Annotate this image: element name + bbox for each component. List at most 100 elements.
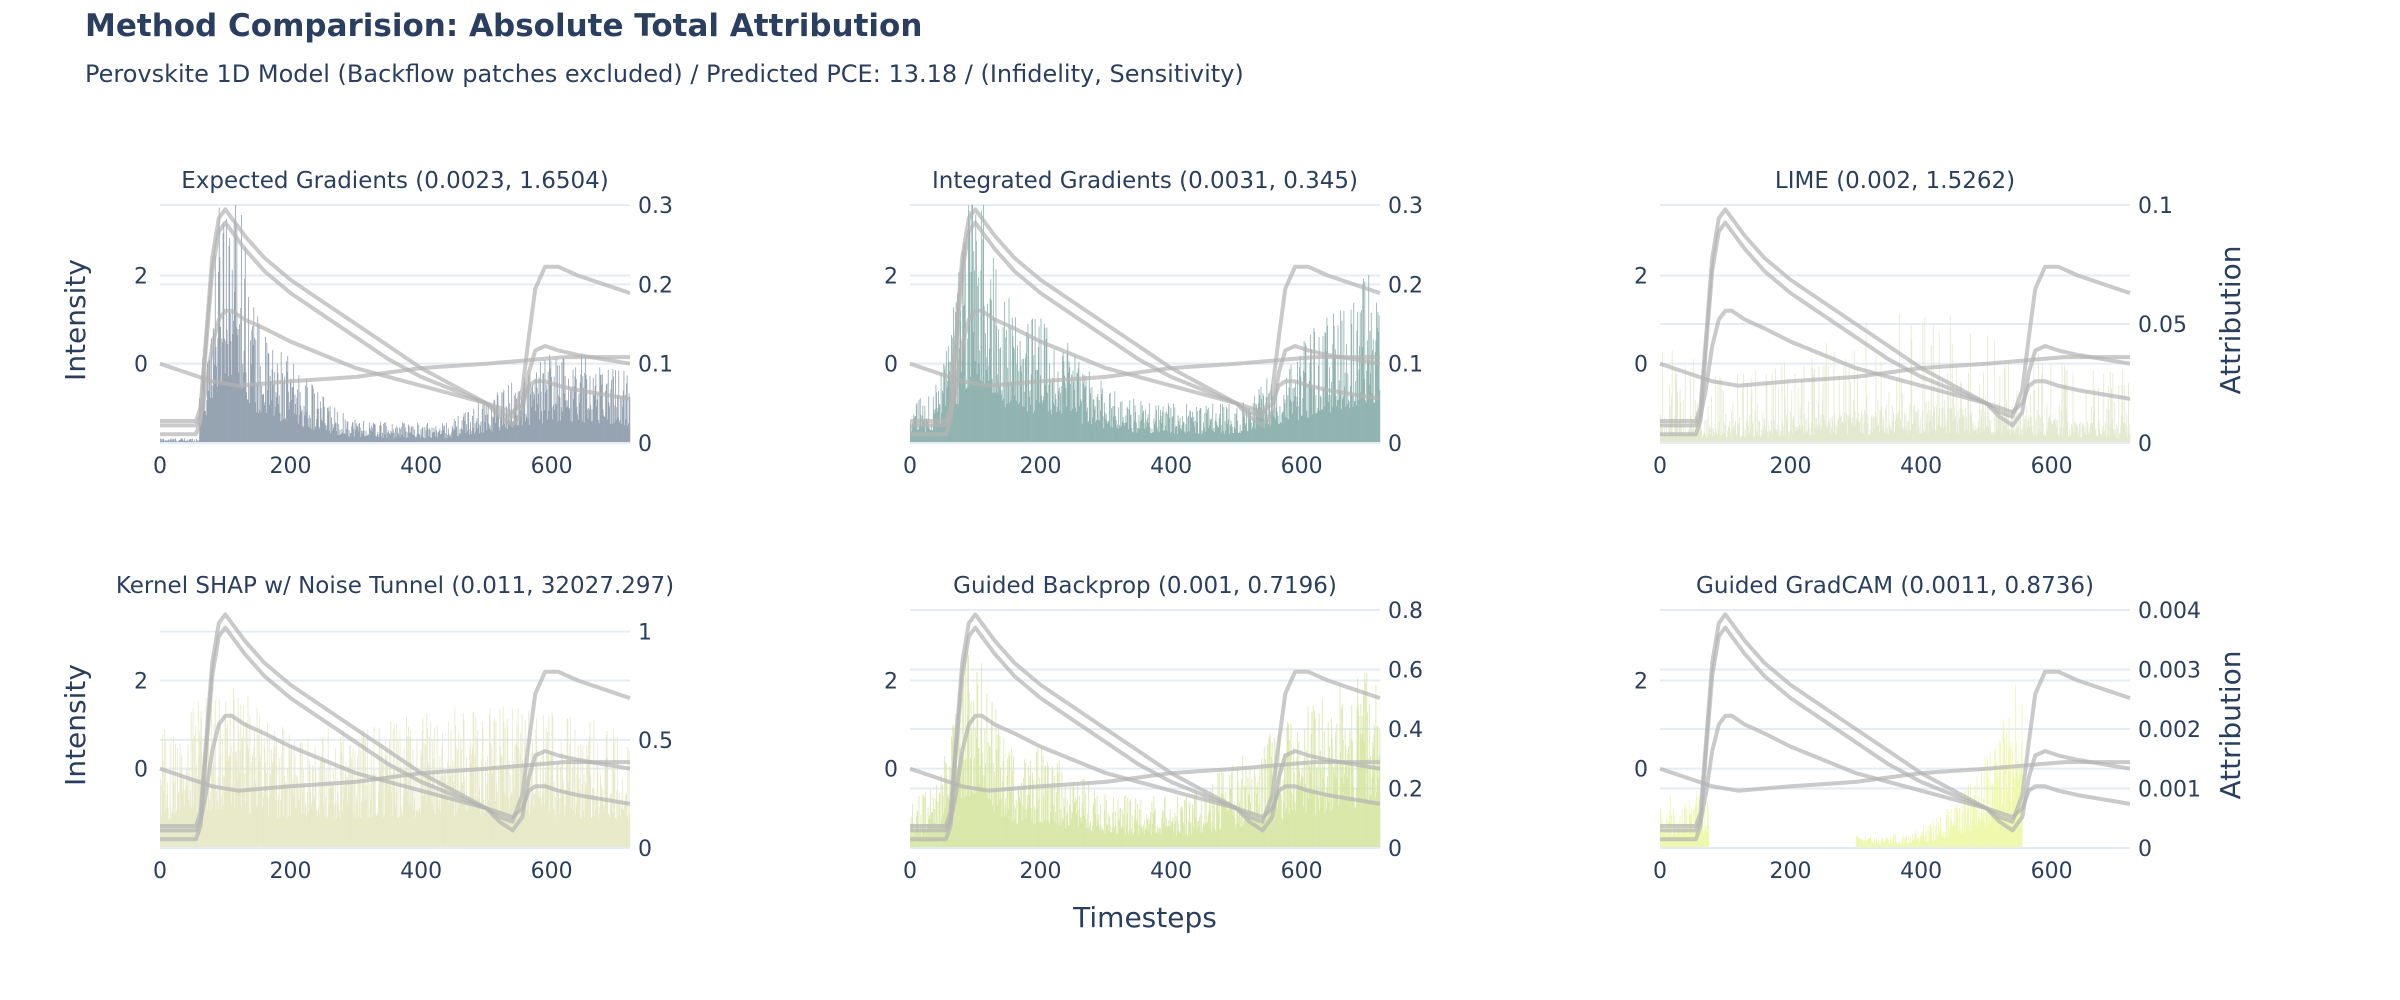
attribution-bar xyxy=(1098,419,1099,443)
attribution-bar xyxy=(577,420,579,443)
attribution-bar xyxy=(383,422,385,443)
attribution-bar xyxy=(497,810,499,848)
attribution-bar xyxy=(1339,683,1341,848)
attribution-bar xyxy=(1302,777,1304,848)
attribution-bar xyxy=(553,376,555,443)
attribution-bar xyxy=(541,411,543,443)
attribution-bar xyxy=(520,733,522,848)
attribution-bar xyxy=(1938,416,1939,443)
attribution-bar xyxy=(1834,415,1836,443)
attribution-bar xyxy=(1856,420,1858,443)
attribution-bar xyxy=(2064,365,2065,443)
attribution-bar xyxy=(2028,426,2030,443)
attribution-bar xyxy=(1355,787,1357,848)
attribution-bar xyxy=(1814,369,1815,443)
attribution-bar xyxy=(1136,432,1138,443)
attribution-bar xyxy=(1107,423,1109,443)
attribution-bar xyxy=(1072,370,1074,443)
attribution-bar xyxy=(2058,405,2060,443)
attribution-bar xyxy=(2084,426,2086,443)
intensity-line xyxy=(910,713,1381,833)
attribution-bar xyxy=(445,774,447,848)
attribution-bar xyxy=(216,366,218,443)
attribution-bar xyxy=(1945,425,1947,443)
attribution-bar xyxy=(1229,788,1231,848)
attribution-bar xyxy=(1108,830,1110,848)
attribution-bar xyxy=(1863,422,1865,443)
attribution-bar xyxy=(1328,802,1330,848)
attribution-bar xyxy=(1272,410,1274,443)
attribution-bar xyxy=(1302,397,1304,443)
attribution-bar xyxy=(1315,394,1317,443)
attribution-bar xyxy=(2094,388,2095,443)
attribution-bar xyxy=(1376,327,1378,443)
attribution-bar xyxy=(1333,325,1335,443)
attribution-bar xyxy=(1953,404,1955,443)
attribution-bar xyxy=(1842,422,1844,443)
attribution-bar xyxy=(1985,812,1987,848)
attribution-bar xyxy=(1034,410,1035,443)
attribution-bar xyxy=(1933,411,1935,443)
attribution-bar xyxy=(1203,422,1204,443)
attribution-bar xyxy=(1286,418,1288,443)
attribution-bar xyxy=(1675,369,1676,443)
attribution-bar xyxy=(413,810,415,848)
attribution-bar xyxy=(265,413,267,443)
attribution-bar xyxy=(1020,365,1022,443)
attribution-bar xyxy=(259,716,261,848)
attribution-bar xyxy=(1274,398,1276,443)
attribution-bar xyxy=(275,747,277,848)
attribution-bar xyxy=(423,438,425,443)
attribution-bar xyxy=(996,805,998,848)
attribution-bar xyxy=(342,811,344,848)
attribution-bar xyxy=(1348,401,1350,443)
attribution-bar xyxy=(1325,792,1327,848)
attribution-bar xyxy=(1035,399,1037,443)
attribution-bar xyxy=(1213,828,1215,848)
attribution-bar xyxy=(299,414,300,443)
attribution-bar xyxy=(299,392,301,443)
attribution-bar xyxy=(1239,432,1240,443)
attribution-bar xyxy=(207,809,208,848)
attribution-bar xyxy=(1737,373,1738,443)
attribution-bar xyxy=(1179,831,1181,848)
attribution-bar xyxy=(1320,396,1322,443)
attribution-bar xyxy=(1004,301,1005,443)
attribution-bar xyxy=(243,789,245,848)
attribution-bar xyxy=(2102,431,2104,443)
attribution-bar xyxy=(388,775,390,848)
attribution-bar xyxy=(1984,411,1986,443)
attribution-bar xyxy=(1071,812,1073,848)
attribution-bar xyxy=(2004,759,2006,848)
attribution-bar xyxy=(312,765,313,848)
attribution-bar xyxy=(490,406,492,443)
attribution-bar xyxy=(402,795,404,848)
attribution-bar xyxy=(1081,423,1083,443)
attribution-bar xyxy=(1283,802,1285,848)
attribution-bar xyxy=(1250,412,1251,443)
attribution-bar xyxy=(985,369,987,443)
attribution-bar xyxy=(1720,378,1722,443)
attribution-bar xyxy=(2036,436,2037,443)
attribution-bar xyxy=(544,360,546,443)
attribution-bar xyxy=(393,723,395,848)
attribution-bar xyxy=(625,419,627,443)
attribution-bar xyxy=(408,803,410,848)
attribution-bar xyxy=(1952,421,1954,443)
attribution-bar xyxy=(228,756,230,848)
attribution-bar xyxy=(331,783,333,848)
attribution-bar xyxy=(1060,824,1062,848)
attribution-bar xyxy=(1938,831,1940,848)
attribution-bar xyxy=(526,387,528,443)
attribution-bar xyxy=(1108,421,1110,443)
attribution-bar xyxy=(531,796,533,848)
attribution-bar xyxy=(1205,798,1207,848)
attribution-bar xyxy=(1928,401,1930,443)
attribution-bar xyxy=(1919,837,1921,848)
attribution-bar xyxy=(473,408,475,443)
attribution-bar xyxy=(499,430,501,443)
attribution-bar xyxy=(1178,420,1180,443)
attribution-bar xyxy=(1240,430,1242,443)
attribution-bar xyxy=(203,410,205,443)
attribution-bar xyxy=(965,388,967,443)
